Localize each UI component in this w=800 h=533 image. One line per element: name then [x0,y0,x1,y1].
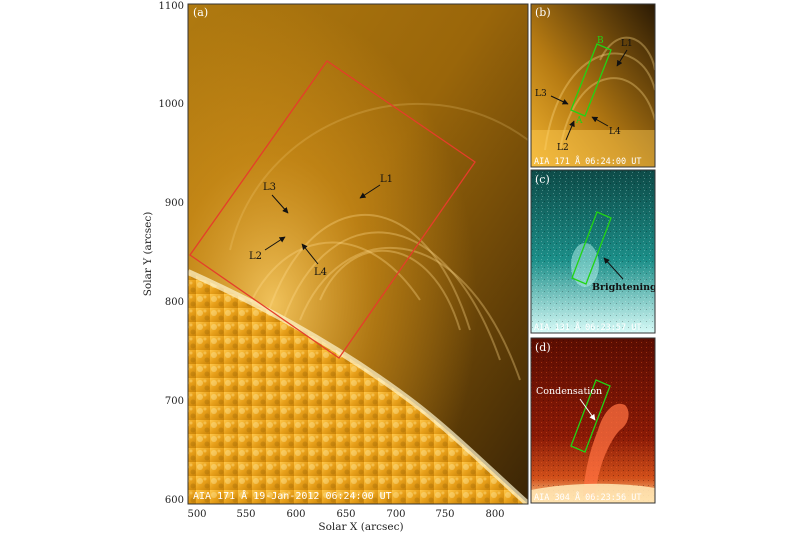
slit-label-a: A [575,116,583,126]
annotation-brightening: Brightening [592,282,657,293]
chromosphere [531,483,655,503]
y-tick: 800 [165,297,184,308]
x-tick: 500 [187,509,206,520]
x-tick: 600 [286,509,305,520]
panel-a-x-axis: 500 550 600 650 700 750 800 Solar X (arc… [187,509,504,533]
arrow-b-l3 [550,95,569,105]
panel-b-footer: AIA 171 Å 06:24:00 UT [534,155,641,167]
y-tick: 1000 [159,99,184,110]
region-box [189,60,476,359]
panel-c: Brightening (c) AIA 131 Å 06:23:57 UT [531,170,657,333]
arrow-b-l4 [591,116,609,127]
panel-a-frame [187,3,529,505]
annotation-l3: L3 [263,182,276,193]
panel-a: L1 L3 L2 L4 (a) AIA 171 Å 19-Jan-2012 06… [188,4,528,504]
panel-b-limb-glow [531,130,655,167]
y-axis-title: Solar Y (arcsec) [142,212,154,297]
slit-box-b [570,43,612,117]
panel-a-label: (a) [193,6,208,19]
arrow-b-l2 [565,120,575,141]
solar-disk [188,272,528,504]
panel-a-y-axis: 600 700 800 900 1000 1100 Solar Y (arcse… [142,1,184,506]
annotation-l4: L4 [314,267,327,278]
annotation-condensation: Condensation [536,386,602,397]
y-tick: 600 [165,495,184,506]
arrow-l4 [301,243,319,265]
panel-c-bright-core [571,243,599,287]
panel-c-frame [530,169,656,334]
panel-b-background [531,4,655,167]
slit-label-b: B [597,36,604,46]
panel-d-frame [530,337,656,504]
panel-b-loops [544,36,655,151]
arrow-l2 [264,236,286,251]
x-axis-title: Solar X (arcsec) [318,521,403,533]
y-tick: 1100 [159,1,184,12]
panel-d-label: (d) [535,341,551,354]
panel-b-label: (b) [535,6,551,19]
x-tick: 550 [236,509,255,520]
x-tick: 700 [386,509,405,520]
annotation-l2: L2 [249,251,262,262]
slit-box-d [570,379,611,453]
prominence [583,403,629,500]
panel-b: B A L1 L3 L2 L4 (b) AIA 171 Å 06:24:00 U… [531,4,655,167]
arrow-l1 [359,184,381,199]
y-tick: 700 [165,396,184,407]
y-tick: 900 [165,198,184,209]
x-tick: 650 [336,509,355,520]
arrow-brightening [603,257,624,280]
panel-c-noise [531,170,655,333]
panel-a-footer: AIA 171 Å 19-Jan-2012 06:24:00 UT [193,489,392,502]
annotation-l1: L1 [380,174,393,185]
panel-b-frame [530,3,656,168]
annotation-b-l3: L3 [535,89,547,99]
annotation-b-l4: L4 [609,127,621,137]
arrow-l3 [271,194,289,214]
arrow-b-l1 [616,49,628,67]
annotation-b-l1: L1 [621,39,633,49]
panel-d-footer: AIA 304 Å 06:23:56 UT [534,491,641,503]
coronal-loops [229,103,528,381]
annotation-b-l2: L2 [557,143,569,153]
panel-d: Condensation (d) AIA 304 Å 06:23:56 UT [531,338,655,503]
solar-limb-bright [188,269,528,504]
panel-c-label: (c) [535,173,550,186]
x-tick: 800 [485,509,504,520]
x-tick: 750 [435,509,454,520]
slit-box-c [571,211,612,285]
arrow-condensation [579,398,596,421]
panel-c-footer: AIA 131 Å 06:23:57 UT [534,321,641,333]
